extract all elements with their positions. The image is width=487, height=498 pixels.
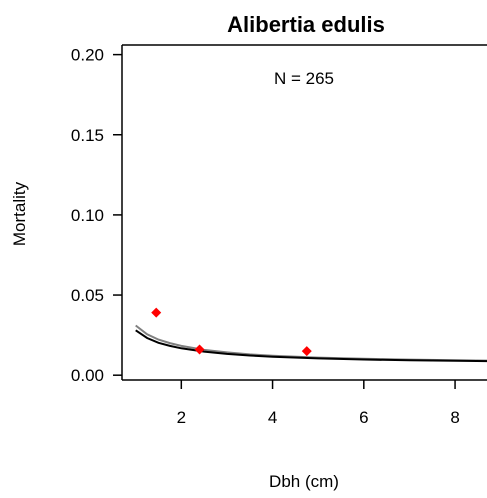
y-axis: 0.00 0.05 0.10 0.15 0.20 [71,46,122,385]
data-point [194,344,205,355]
data-point [301,346,312,357]
y-tick-label: 0.15 [71,126,104,145]
x-axis-label: Dbh (cm) [269,472,339,491]
chart-title: Alibertia edulis [227,12,385,37]
fit-curve-2 [135,329,487,363]
x-axis: 2 4 6 8 [177,380,460,427]
x-tick-label: 2 [177,408,186,427]
plot-area [121,44,487,381]
x-tick-label: 6 [359,408,368,427]
data-point [151,307,162,318]
y-tick-label: 0.20 [71,46,104,65]
fit-curve-1 [135,324,487,362]
series-layer [135,324,487,363]
sample-size-annotation: N = 265 [274,69,334,88]
x-tick-label: 4 [268,408,277,427]
y-tick-label: 0.05 [71,286,104,305]
x-tick-label: 8 [450,408,459,427]
y-tick-label: 0.10 [71,206,104,225]
y-axis-label: Mortality [10,181,29,246]
y-tick-label: 0.00 [71,366,104,385]
points-layer [151,307,312,357]
